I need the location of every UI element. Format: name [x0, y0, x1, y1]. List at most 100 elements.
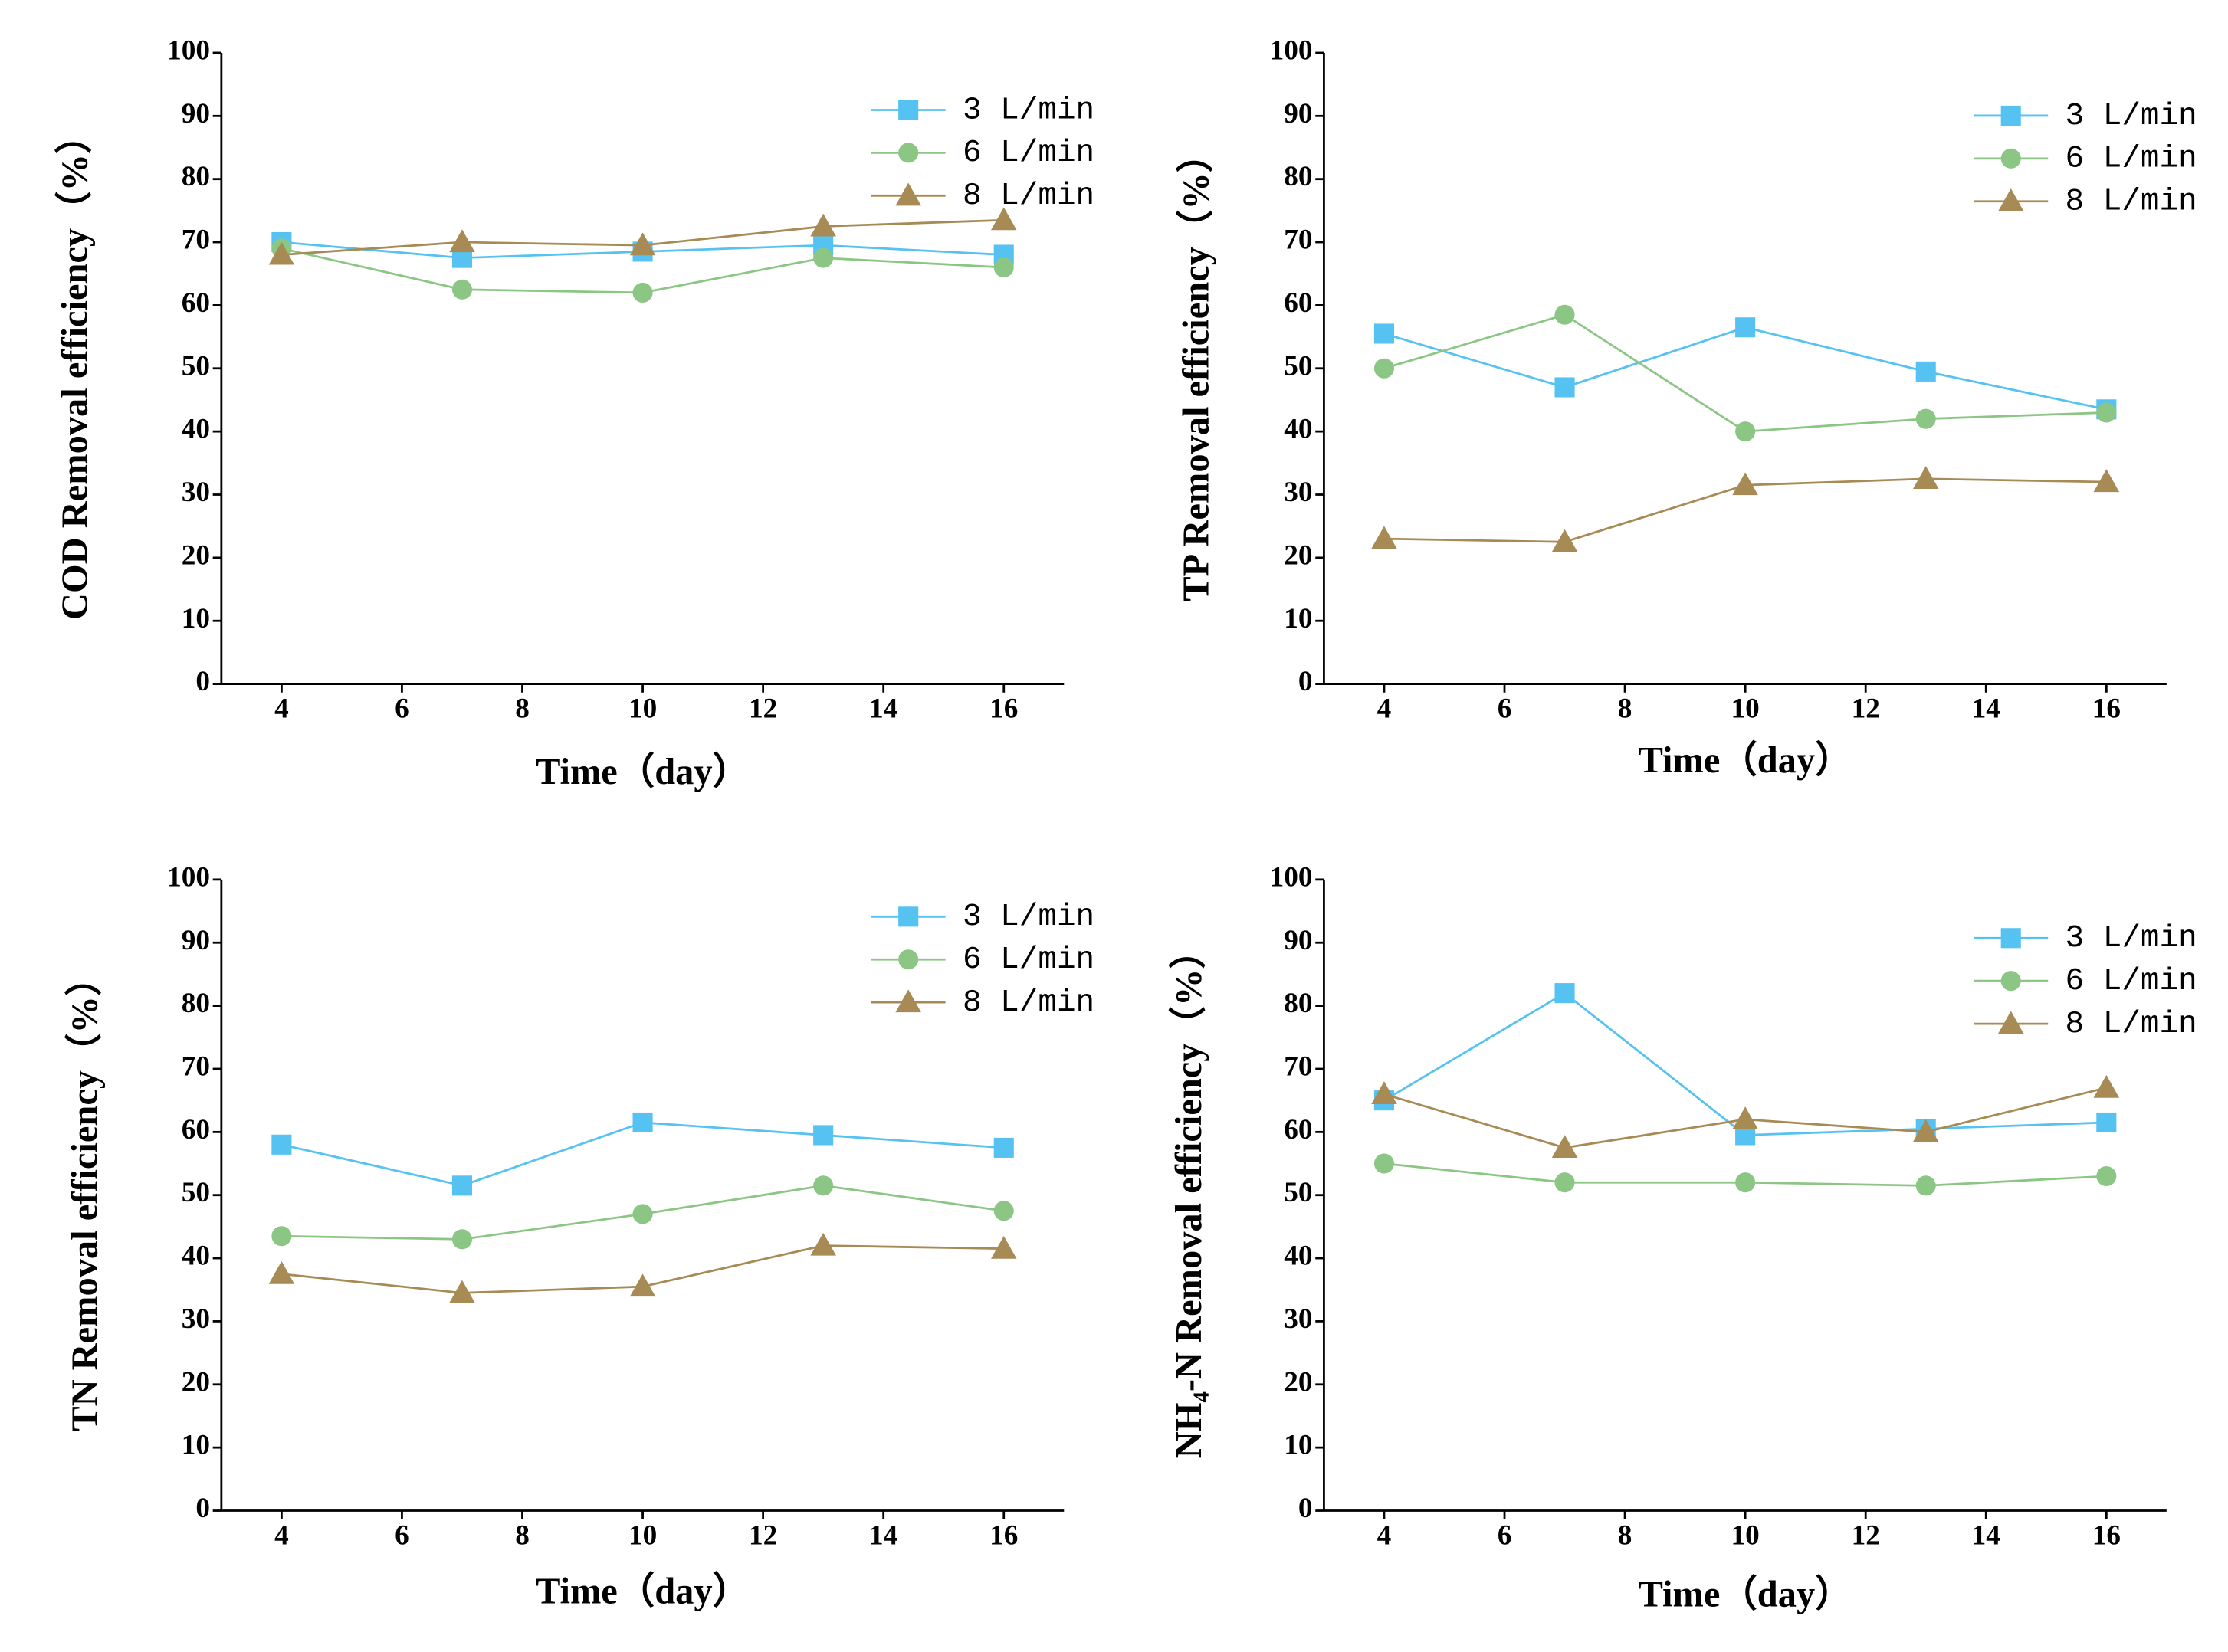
x-tick-label: 4	[274, 1519, 289, 1551]
x-tick-label: 8	[515, 693, 530, 725]
y-tick-label: 100	[1270, 861, 1313, 893]
marker	[632, 282, 653, 303]
marker	[2093, 1074, 2120, 1098]
marker	[1912, 1119, 1939, 1142]
marker	[1551, 529, 1578, 552]
marker	[993, 1201, 1014, 1221]
y-tick-label: 80	[182, 161, 210, 192]
y-tick-label: 80	[1284, 988, 1312, 1019]
x-tick-label: 10	[628, 693, 657, 725]
legend-label: 8 L/min	[2066, 1007, 2197, 1042]
legend-marker	[1997, 188, 2024, 211]
legend-label: 6 L/min	[963, 136, 1094, 171]
marker	[1735, 421, 1756, 442]
marker	[1915, 361, 1936, 382]
marker	[1551, 1135, 1578, 1158]
x-tick-label: 16	[989, 693, 1018, 725]
legend-marker	[2000, 105, 2021, 126]
marker	[813, 1125, 834, 1146]
x-tick-label: 14	[1972, 693, 2000, 725]
y-tick-label: 0	[1298, 666, 1313, 697]
marker	[451, 279, 473, 300]
x-tick-label: 8	[515, 1519, 530, 1551]
marker	[449, 229, 475, 253]
marker	[1554, 304, 1575, 325]
y-tick-label: 100	[1270, 34, 1313, 66]
y-tick-label: 30	[182, 1303, 210, 1335]
y-tick-label: 90	[182, 98, 210, 129]
x-tick-label: 10	[628, 1519, 657, 1551]
y-tick-label: 100	[167, 861, 210, 893]
marker	[1371, 1081, 1397, 1104]
legend-marker	[898, 143, 919, 163]
y-tick-label: 90	[182, 925, 210, 956]
marker	[1735, 1172, 1756, 1193]
y-tick-label: 70	[1284, 1051, 1312, 1083]
marker	[1732, 472, 1758, 496]
marker	[451, 1175, 473, 1196]
x-tick-label: 16	[989, 1519, 1018, 1551]
marker	[1373, 1153, 1395, 1174]
y-tick-label: 10	[182, 1430, 210, 1461]
y-tick-label: 40	[1284, 414, 1312, 445]
legend-marker	[898, 949, 919, 970]
marker	[268, 1260, 295, 1284]
marker	[1915, 408, 1936, 429]
marker	[451, 1229, 473, 1250]
marker	[268, 241, 295, 265]
marker	[1554, 1172, 1575, 1193]
marker	[1371, 526, 1397, 549]
legend-label: 6 L/min	[2066, 142, 2197, 177]
y-tick-label: 20	[182, 539, 210, 571]
marker	[810, 1232, 836, 1256]
x-tick-label: 6	[1498, 693, 1512, 725]
panel: 0 10 20 30 40 50 60 70 80 90 100 4 6 8 10 12 14 16 Time（da…	[64, 861, 1094, 1611]
legend-label: 6 L/min	[2066, 964, 2197, 999]
x-axis-label: Time（day）	[536, 1571, 750, 1612]
y-tick-label: 60	[1284, 287, 1312, 319]
legend-label: 8 L/min	[963, 985, 1094, 1021]
y-tick-label: 20	[1284, 539, 1312, 571]
y-tick-label: 40	[1284, 1241, 1312, 1272]
marker	[271, 1134, 292, 1155]
y-tick-label: 70	[1284, 225, 1312, 256]
y-tick-label: 60	[182, 1114, 210, 1146]
legend-marker	[1997, 1011, 2024, 1034]
x-axis-label: Time（day）	[1639, 739, 1852, 781]
marker	[810, 213, 836, 237]
y-tick-label: 30	[182, 477, 210, 508]
y-tick-label: 50	[182, 350, 210, 382]
legend-marker	[898, 906, 919, 927]
marker	[1554, 377, 1575, 398]
y-tick-label: 50	[1284, 1177, 1312, 1208]
marker	[632, 1112, 653, 1133]
legend-label: 8 L/min	[963, 179, 1094, 214]
legend-label: 3 L/min	[2066, 99, 2197, 134]
marker	[2096, 1165, 2117, 1187]
x-tick-label: 14	[869, 693, 897, 725]
marker	[1735, 317, 1756, 338]
y-tick-label: 80	[182, 988, 210, 1019]
y-tick-label: 10	[1284, 603, 1312, 634]
y-tick-label: 0	[1298, 1493, 1313, 1524]
x-tick-label: 12	[1852, 693, 1880, 725]
marker	[271, 1226, 292, 1247]
marker	[993, 257, 1014, 278]
marker	[632, 1204, 653, 1224]
y-tick-label: 0	[195, 1493, 210, 1524]
legend-marker	[895, 989, 921, 1013]
y-tick-label: 70	[182, 1051, 210, 1083]
marker	[2093, 469, 2120, 493]
y-tick-label: 50	[182, 1177, 210, 1208]
x-tick-label: 8	[1618, 1519, 1632, 1551]
y-tick-label: 60	[182, 287, 210, 319]
x-tick-label: 6	[395, 1519, 409, 1551]
panel: 0 10 20 30 40 50 60 70 80 90 100 4 6 8 10 12 14 16 Time（da…	[1168, 861, 2197, 1614]
marker	[813, 247, 834, 268]
x-tick-label: 4	[274, 693, 289, 725]
legend-label: 3 L/min	[963, 900, 1094, 935]
panel: 0 10 20 30 40 50 60 70 80 90 100 4 6 8 10 12 14 16 Time（da…	[54, 34, 1095, 792]
y-tick-label: 20	[182, 1366, 210, 1398]
legend-marker	[2000, 971, 2021, 992]
marker	[1912, 466, 1939, 489]
